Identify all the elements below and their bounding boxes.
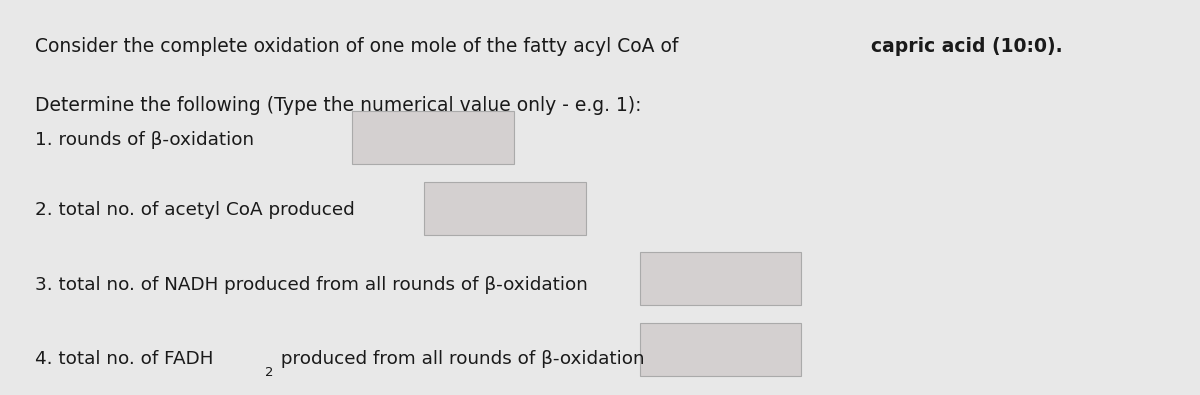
FancyBboxPatch shape bbox=[640, 323, 802, 376]
FancyBboxPatch shape bbox=[424, 182, 586, 235]
Text: 2. total no. of acetyl CoA produced: 2. total no. of acetyl CoA produced bbox=[35, 201, 355, 219]
Text: 3. total no. of NADH produced from all rounds of β-oxidation: 3. total no. of NADH produced from all r… bbox=[35, 276, 588, 294]
Text: produced from all rounds of β-oxidation: produced from all rounds of β-oxidation bbox=[276, 350, 646, 369]
FancyBboxPatch shape bbox=[352, 111, 514, 164]
Text: 1. rounds of β-oxidation: 1. rounds of β-oxidation bbox=[35, 131, 254, 149]
Text: Determine the following (Type the numerical value only - e.g. 1):: Determine the following (Type the numeri… bbox=[35, 96, 642, 115]
Text: 4. total no. of FADH: 4. total no. of FADH bbox=[35, 350, 214, 369]
Text: 2: 2 bbox=[264, 366, 274, 379]
Text: capric acid (10:0).: capric acid (10:0). bbox=[871, 37, 1062, 56]
Text: Consider the complete oxidation of one mole of the fatty acyl CoA of: Consider the complete oxidation of one m… bbox=[35, 37, 684, 56]
FancyBboxPatch shape bbox=[640, 252, 802, 305]
